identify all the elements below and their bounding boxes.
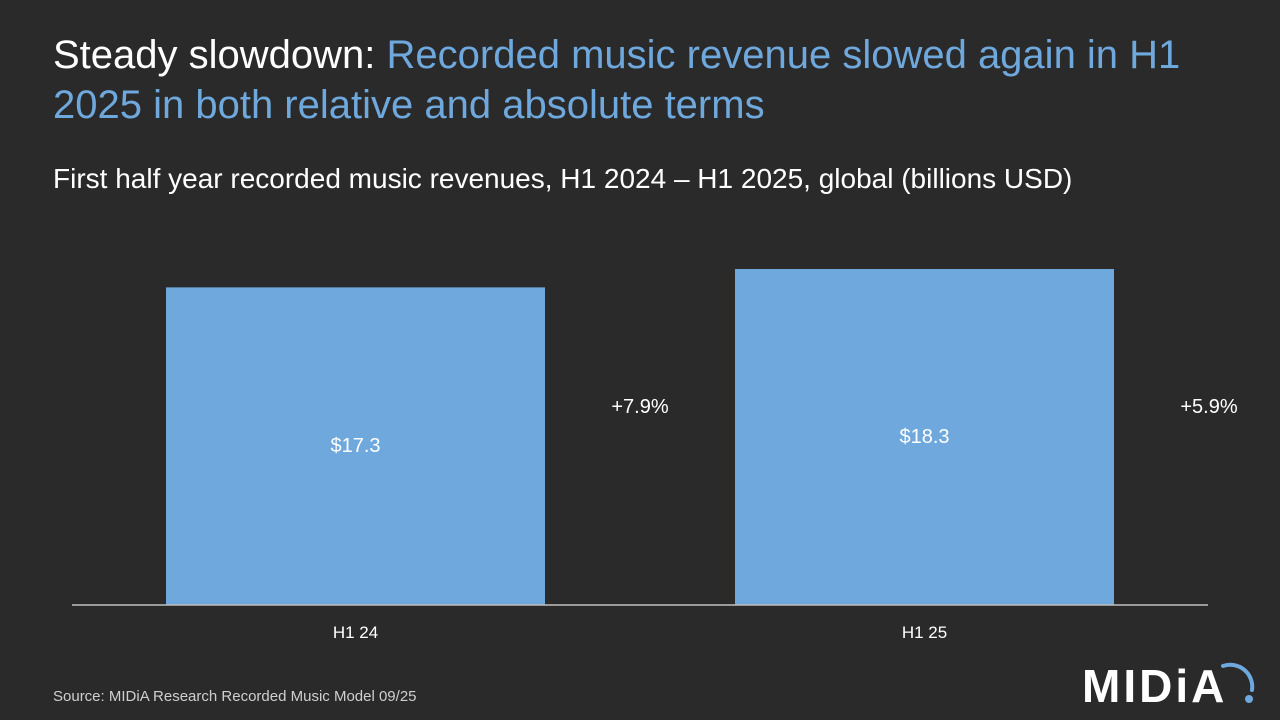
page-title: Steady slowdown: Recorded music revenue … bbox=[53, 30, 1233, 130]
bar-value-label-2: $18.3 bbox=[899, 426, 949, 448]
midia-logo: MIDiA bbox=[1080, 648, 1260, 715]
title-highlight: Recorded music revenue slowed again in H… bbox=[53, 33, 1181, 127]
x-tick-label-1: H1 24 bbox=[333, 623, 378, 642]
growth-label-2: +5.9% bbox=[1180, 396, 1237, 418]
growth-label-1: +7.9% bbox=[611, 396, 668, 418]
bar-2 bbox=[735, 269, 1114, 605]
x-tick-label-2: H1 25 bbox=[902, 623, 947, 642]
title-lead: Steady slowdown: bbox=[53, 33, 376, 77]
bar-value-label-1: $17.3 bbox=[330, 435, 380, 457]
chart-subtitle: First half year recorded music revenues,… bbox=[53, 163, 1073, 194]
source-note: Source: MIDiA Research Recorded Music Mo… bbox=[53, 688, 417, 705]
bar-1 bbox=[166, 287, 545, 605]
svg-text:MIDiA: MIDiA bbox=[1082, 660, 1227, 710]
